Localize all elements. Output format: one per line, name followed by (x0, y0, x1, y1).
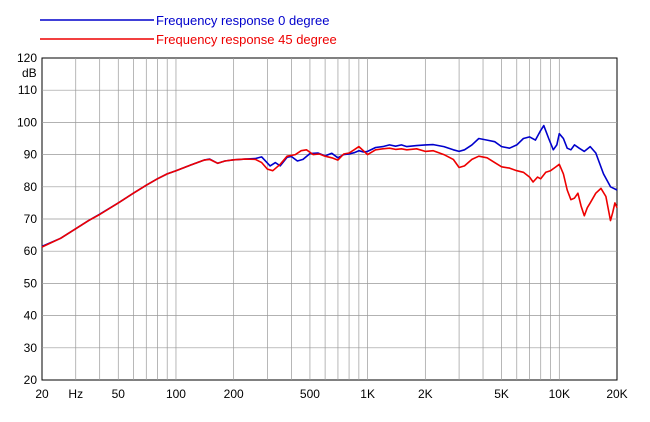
y-tick-label: 110 (18, 83, 37, 97)
y-tick-label: 20 (24, 373, 38, 387)
x-tick-label: 20K (606, 387, 627, 401)
x-axis-ticks: 20 50 100 200 500 1K 2K 5K 10K 20K (35, 387, 627, 401)
legend-label-1: Frequency response 45 degree (156, 32, 337, 47)
y-tick-label: 60 (24, 244, 38, 258)
y-tick-label: 70 (24, 212, 38, 226)
x-tick-label: 50 (112, 387, 126, 401)
series-line-1 (41, 145, 618, 248)
legend-label-0: Frequency response 0 degree (156, 13, 329, 28)
y-tick-label: 40 (24, 309, 38, 323)
x-tick-label: 20 (35, 387, 49, 401)
y-tick-label: 50 (24, 276, 38, 290)
x-tick-label: 1K (360, 387, 375, 401)
y-tick-label: 30 (24, 341, 38, 355)
y-tick-label: 90 (24, 148, 38, 162)
series-layer (41, 124, 618, 248)
x-axis-label: Hz (68, 387, 83, 401)
x-tick-label: 2K (418, 387, 433, 401)
x-tick-label: 5K (494, 387, 509, 401)
y-tick-label: 120 (17, 51, 37, 65)
legend: Frequency response 0 degree Frequency res… (40, 13, 337, 47)
y-tick-label: 80 (24, 180, 38, 194)
grid (42, 58, 617, 380)
x-tick-label: 100 (166, 387, 186, 401)
series-line-0 (41, 124, 618, 248)
y-tick-label: 100 (17, 115, 37, 129)
x-tick-label: 10K (549, 387, 570, 401)
y-axis-ticks: 20 30 40 50 60 70 80 90 100 110 120 (17, 51, 37, 387)
x-tick-label: 500 (300, 387, 320, 401)
y-axis-label: dB (22, 66, 37, 80)
x-tick-label: 200 (224, 387, 244, 401)
